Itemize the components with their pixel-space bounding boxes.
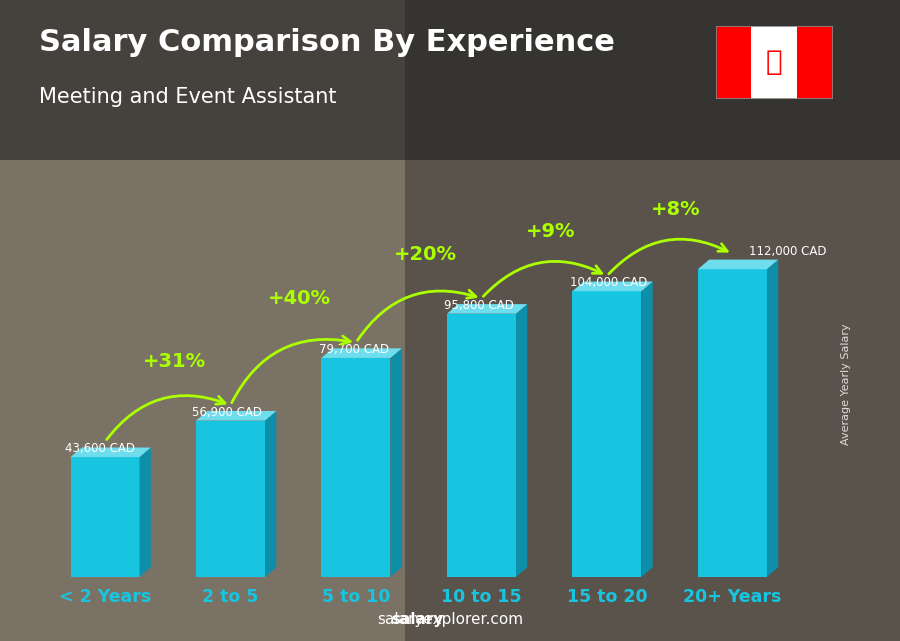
Polygon shape: [447, 304, 527, 313]
Text: +20%: +20%: [393, 245, 456, 263]
Bar: [0, 0, 405, 641]
Polygon shape: [391, 348, 401, 577]
Text: 112,000 CAD: 112,000 CAD: [749, 245, 826, 258]
Polygon shape: [716, 26, 751, 99]
Polygon shape: [447, 313, 516, 577]
Polygon shape: [70, 447, 151, 457]
Text: 104,000 CAD: 104,000 CAD: [570, 276, 647, 289]
Polygon shape: [751, 26, 797, 99]
Polygon shape: [698, 260, 778, 269]
Text: Salary Comparison By Experience: Salary Comparison By Experience: [39, 28, 615, 57]
Polygon shape: [572, 281, 652, 291]
Polygon shape: [698, 269, 767, 577]
Text: 43,600 CAD: 43,600 CAD: [66, 442, 136, 455]
Polygon shape: [196, 411, 276, 420]
Polygon shape: [321, 348, 401, 358]
Polygon shape: [321, 358, 391, 577]
Polygon shape: [572, 291, 642, 577]
Text: Meeting and Event Assistant: Meeting and Event Assistant: [39, 87, 336, 108]
Text: 56,900 CAD: 56,900 CAD: [193, 406, 262, 419]
Text: +8%: +8%: [651, 200, 701, 219]
Text: Average Yearly Salary: Average Yearly Salary: [841, 324, 851, 445]
Text: +31%: +31%: [142, 352, 205, 370]
Text: salary: salary: [392, 612, 444, 627]
Polygon shape: [797, 26, 832, 99]
Text: 95,800 CAD: 95,800 CAD: [445, 299, 514, 312]
Polygon shape: [767, 260, 778, 577]
Text: salaryexplorer.com: salaryexplorer.com: [377, 612, 523, 627]
Polygon shape: [516, 304, 527, 577]
Text: +40%: +40%: [268, 289, 331, 308]
Text: +9%: +9%: [526, 222, 575, 241]
Bar: [0, 0, 900, 160]
Text: 🍁: 🍁: [766, 49, 782, 76]
Polygon shape: [70, 457, 140, 577]
Polygon shape: [265, 411, 276, 577]
Bar: [405, 0, 900, 641]
Polygon shape: [140, 447, 151, 577]
Polygon shape: [196, 420, 265, 577]
Polygon shape: [642, 281, 652, 577]
Text: 79,700 CAD: 79,700 CAD: [319, 343, 389, 356]
